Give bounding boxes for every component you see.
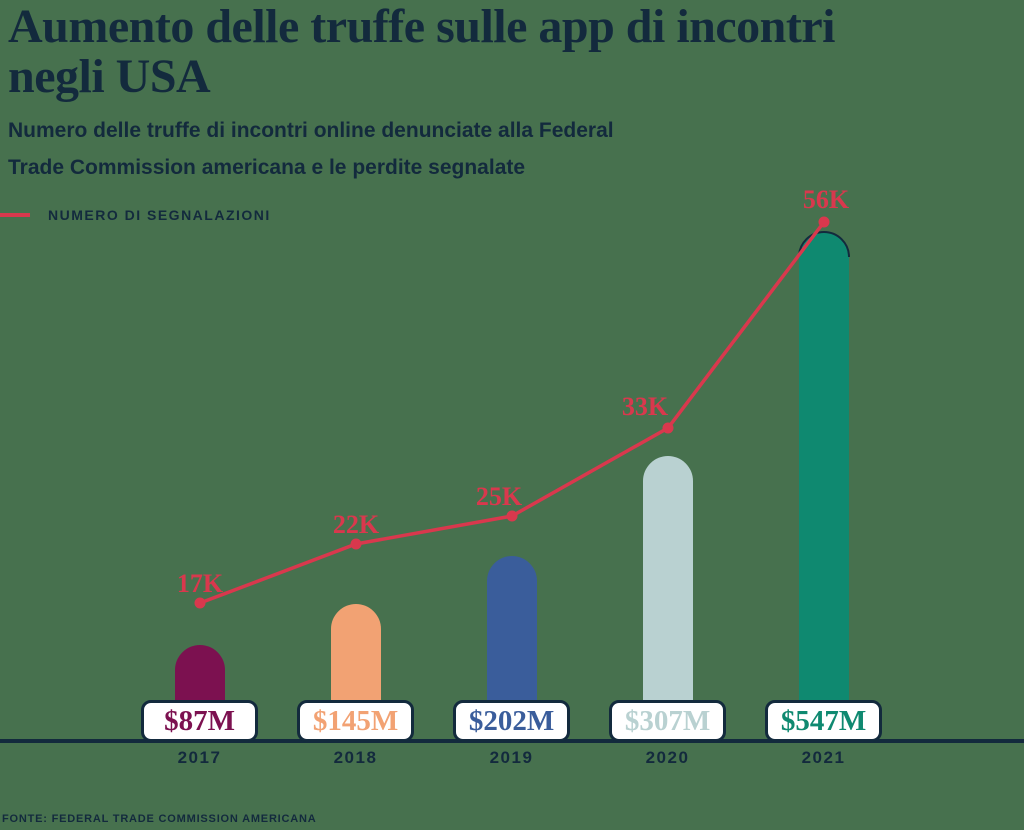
value-box-2018: $145M — [297, 700, 414, 742]
x-axis-label-2018: 2018 — [333, 748, 378, 767]
reports-label-2017: 17K — [177, 569, 224, 598]
value-box-2019: $202M — [453, 700, 570, 742]
reports-dot-2017 — [194, 597, 206, 609]
reports-label-2020: 33K — [622, 392, 669, 421]
x-axis-label-2017: 2017 — [177, 748, 222, 767]
losses-value-2017: $87M — [164, 704, 235, 737]
x-axis-label-2020: 2020 — [645, 748, 690, 767]
reports-dot-2019 — [506, 510, 518, 522]
losses-value-2018: $145M — [312, 704, 399, 737]
losses-value-2020: $307M — [624, 704, 711, 737]
reports-label-2018: 22K — [333, 510, 380, 539]
page-title: Aumento delle truffe sulle app di incont… — [8, 0, 836, 103]
x-axis-label-2019: 2019 — [489, 748, 534, 767]
value-box-2021: $547M — [765, 700, 882, 742]
value-box-2020: $307M — [609, 700, 726, 742]
reports-line — [199, 220, 826, 605]
source-note: FONTE: FEDERAL TRADE COMMISSION AMERICAN… — [2, 813, 317, 825]
losses-value-2021: $547M — [780, 704, 867, 737]
page-subtitle: Numero delle truffe di incontri online d… — [8, 112, 614, 186]
reports-label-2019: 25K — [476, 482, 523, 511]
legend-label: NUMERO DI SEGNALAZIONI — [48, 207, 271, 223]
bar-2021 — [799, 232, 849, 740]
reports-dot-2020 — [662, 422, 674, 434]
reports-dot-2021 — [818, 216, 830, 228]
legend: NUMERO DI SEGNALAZIONI — [0, 206, 271, 224]
subtitle-line-2: Trade Commission americana e le perdite … — [8, 156, 526, 179]
legend-line-swatch — [0, 213, 30, 217]
bar-2020 — [643, 456, 693, 740]
reports-label-2021: 56K — [803, 185, 850, 214]
reports-dot-2018 — [350, 538, 362, 550]
losses-value-2019: $202M — [468, 704, 555, 737]
subtitle-line-1: Numero delle truffe di incontri online d… — [8, 119, 614, 142]
value-box-2017: $87M — [141, 700, 258, 742]
x-axis-label-2021: 2021 — [801, 748, 846, 767]
